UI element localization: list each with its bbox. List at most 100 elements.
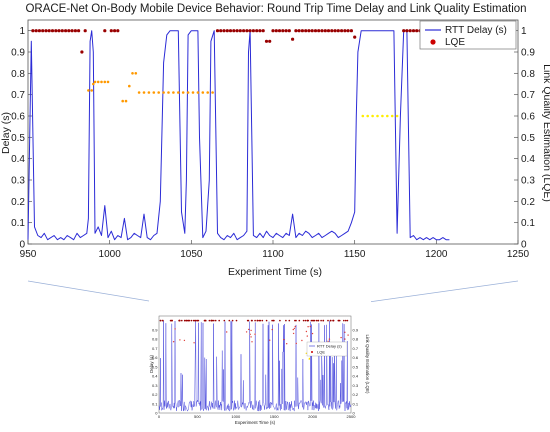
lqe-point — [31, 29, 35, 33]
inset-lqe-point — [172, 341, 175, 343]
inset-lqe-point — [305, 352, 307, 354]
lqe-point — [336, 29, 340, 33]
inset-x-axis-label: Experiment Time (s) — [235, 420, 276, 425]
lqe-point — [284, 29, 288, 33]
y2-tick-label: 0.3 — [521, 176, 535, 187]
inset-lqe-point — [265, 319, 268, 322]
lqe-point — [106, 80, 110, 84]
inset-lqe-point — [249, 333, 251, 335]
lqe-point — [57, 29, 61, 33]
y2-tick-label: 0.4 — [521, 154, 535, 165]
lqe-point — [320, 29, 324, 33]
y2-tick-label: 0 — [521, 240, 527, 251]
lqe-point — [268, 39, 272, 43]
y-tick-label: 0.4 — [11, 154, 25, 165]
inset-lqe-point — [193, 342, 195, 344]
lqe-point — [41, 29, 45, 33]
inset-lqe-point — [251, 341, 253, 343]
inset-lqe-point — [254, 319, 256, 322]
inset-lqe-point — [338, 319, 340, 322]
legend-lqe-label: LQE — [445, 37, 465, 48]
lqe-point — [113, 29, 117, 33]
inset-y-tick-label: 0.4 — [152, 374, 158, 379]
lqe-point — [366, 114, 370, 118]
y2-tick-label: 0.2 — [521, 197, 535, 208]
lqe-point — [395, 114, 399, 118]
inset-lqe-point — [204, 319, 206, 322]
lqe-point — [228, 29, 233, 33]
inset-lqe-point — [250, 319, 253, 322]
inset-y-tick-label: 0.3 — [152, 383, 158, 388]
lqe-point — [44, 29, 48, 33]
inset-lqe-point — [288, 319, 291, 322]
inset-lqe-point — [292, 328, 294, 331]
y-tick-label: 1 — [19, 26, 25, 37]
lqe-point — [304, 29, 308, 33]
y2-tick-label: 0.8 — [521, 69, 535, 80]
lqe-point — [297, 29, 301, 33]
lqe-point — [64, 29, 68, 33]
inset-lqe-point — [223, 319, 226, 322]
lqe-point — [124, 99, 128, 103]
lqe-point — [73, 29, 77, 33]
lqe-point — [245, 29, 249, 33]
inset-lqe-point — [332, 319, 335, 322]
lqe-point — [211, 91, 214, 94]
inset-lqe-point — [162, 319, 164, 322]
lqe-point — [92, 82, 95, 86]
inset-lqe-point — [327, 340, 329, 342]
lqe-point — [47, 29, 51, 33]
y-tick-label: 0.9 — [11, 48, 25, 59]
inset-lqe-point — [171, 319, 173, 322]
inset-lqe-point — [178, 319, 181, 322]
inset-lqe-point — [187, 319, 189, 322]
inset-lqe-point — [340, 336, 342, 339]
lqe-point — [54, 29, 58, 33]
lqe-point — [186, 91, 190, 94]
inset-lqe-point — [307, 319, 310, 322]
lqe-point — [287, 29, 291, 33]
inset-y-tick-label: 0.5 — [152, 364, 158, 369]
inset-lqe-point — [346, 319, 349, 322]
inset-lqe-point — [261, 319, 264, 322]
lqe-point — [343, 29, 347, 33]
inset-y2-tick-label: 0.5 — [353, 364, 359, 369]
lqe-point — [147, 91, 151, 94]
y2-tick-label: 0.6 — [521, 112, 535, 123]
inset-lqe-point — [308, 357, 311, 360]
inset-lqe-point — [327, 319, 329, 322]
inset-lqe-point — [294, 325, 296, 328]
lqe-point — [376, 114, 379, 118]
inset-lqe-point — [179, 339, 181, 341]
lqe-point — [258, 29, 262, 33]
y-tick-label: 0.7 — [11, 90, 25, 101]
inset-y2-tick-label: 0.1 — [353, 401, 359, 406]
inset-lqe-point — [226, 331, 228, 333]
lqe-point — [34, 29, 38, 33]
lqe-point — [67, 29, 71, 33]
inset-lqe-point — [196, 319, 199, 322]
inset-lqe-point — [309, 325, 311, 328]
lqe-point — [333, 29, 337, 33]
inset-y-tick-label: 0 — [155, 411, 158, 416]
lqe-point — [93, 80, 97, 84]
rtt-delay-line — [27, 30, 450, 241]
main-x-axis-label: Experiment Time (s) — [228, 266, 322, 278]
lqe-point — [274, 29, 278, 33]
lqe-point — [310, 29, 314, 33]
lqe-point — [248, 29, 252, 33]
inset-legend-lqe-label: LQE — [317, 350, 325, 355]
lqe-point — [330, 29, 334, 33]
lqe-point — [103, 80, 107, 84]
inset-y-tick-label: 0.8 — [152, 337, 158, 342]
inset-lqe-point — [293, 327, 296, 330]
inset-y2-axis-label: Link Quality Estimation (LQE) — [365, 334, 370, 394]
inset-lqe-point — [329, 319, 332, 322]
inset-lqe-point — [295, 342, 297, 345]
inset-lqe-point — [211, 319, 214, 322]
lqe-point — [196, 91, 200, 94]
lqe-point — [238, 29, 242, 33]
lqe-point — [80, 50, 84, 54]
inset-lqe-point — [283, 338, 285, 341]
